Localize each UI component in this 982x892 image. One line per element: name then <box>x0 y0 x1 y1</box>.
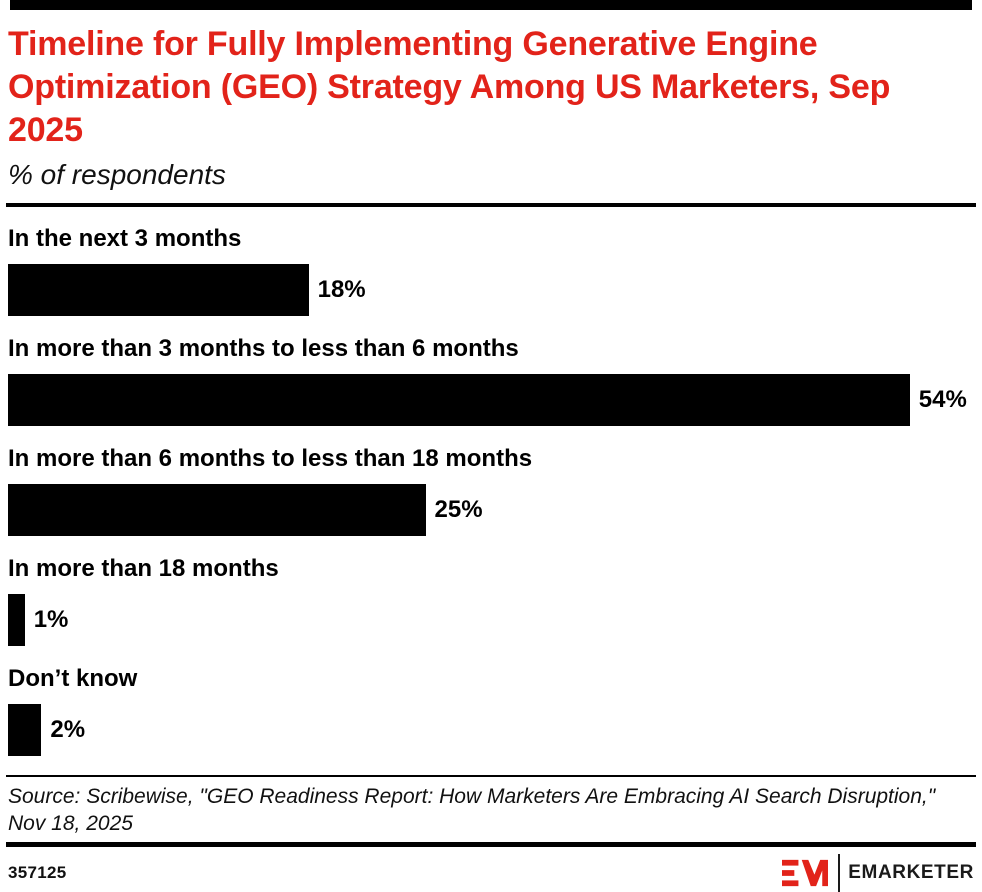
bar-label: In more than 18 months <box>8 554 279 582</box>
bar-row: Don’t know 2% <box>8 665 974 756</box>
bar <box>8 593 25 646</box>
top-accent-bar <box>10 0 972 10</box>
bar-track: 54% <box>8 373 974 426</box>
emarketer-logo: EMARKETER <box>781 853 974 892</box>
bar <box>8 703 42 756</box>
logo-divider <box>837 853 841 892</box>
bar-row: In more than 3 months to less than 6 mon… <box>8 335 974 426</box>
bar-value: 54% <box>918 385 967 413</box>
bar-chart: In the next 3 months 18% In more than 3 … <box>8 225 974 756</box>
page-title: Timeline for Fully Implementing Generati… <box>8 25 891 150</box>
bar-label: Don’t know <box>8 664 138 692</box>
footer-divider <box>6 841 976 847</box>
bar-label: In the next 3 months <box>8 224 242 252</box>
bar-track: 18% <box>8 263 974 316</box>
bar <box>8 263 309 316</box>
source-text: Source: Scribewise, "GEO Readiness Repor… <box>8 784 936 836</box>
bar-row: In more than 18 months 1% <box>8 555 974 646</box>
header-divider <box>6 202 976 207</box>
bar-row: In the next 3 months 18% <box>8 225 974 316</box>
chart-subtitle: % of respondents <box>8 158 226 190</box>
bar <box>8 373 910 426</box>
bar-label: In more than 3 months to less than 6 mon… <box>8 334 519 362</box>
chart-id: 357125 <box>8 862 67 882</box>
brand-name: EMARKETER <box>848 861 974 883</box>
bar-track: 25% <box>8 483 974 536</box>
bar-value: 25% <box>434 495 483 523</box>
bar-value: 2% <box>50 715 86 743</box>
bar-track: 2% <box>8 703 974 756</box>
source-divider <box>6 774 976 777</box>
footer: 357125 EMARKETER <box>8 853 974 892</box>
bar-value: 18% <box>317 275 366 303</box>
em-logo-mark-icon <box>781 858 828 888</box>
bar-label: In more than 6 months to less than 18 mo… <box>8 444 533 472</box>
bar-value: 1% <box>33 605 69 633</box>
bar-row: In more than 6 months to less than 18 mo… <box>8 445 974 536</box>
bar <box>8 483 426 536</box>
bar-track: 1% <box>8 593 974 646</box>
